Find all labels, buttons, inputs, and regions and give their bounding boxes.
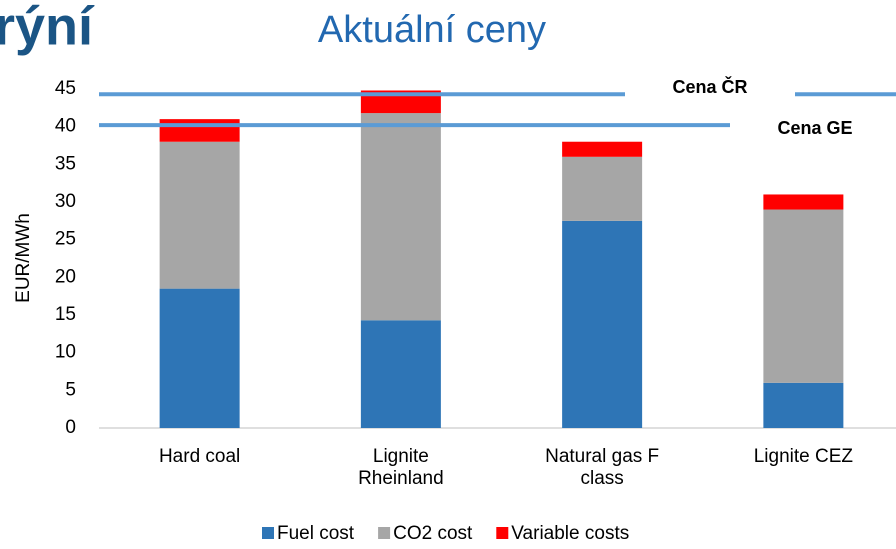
chart-title: Aktuální ceny	[318, 9, 546, 51]
legend-swatch	[262, 527, 274, 539]
bar-segment	[562, 141, 643, 157]
bar-segment	[562, 220, 643, 428]
y-tick-label: 10	[55, 342, 76, 363]
y-axis-label: EUR/MWh	[13, 213, 34, 303]
legend-label: Variable costs	[511, 523, 629, 544]
y-tick-label: 0	[65, 417, 76, 438]
bar-segment	[360, 113, 441, 321]
y-tick-label: 40	[55, 116, 76, 137]
y-tick-label: 25	[55, 229, 76, 250]
legend-label: Fuel cost	[277, 523, 355, 544]
x-tick-label: Lignite CEZ	[753, 446, 854, 467]
legend-swatch	[496, 527, 509, 539]
reference-label: Cena GE	[777, 118, 852, 138]
reference-label-bg	[625, 80, 795, 109]
bar-segment	[763, 382, 844, 428]
reference-label-bg	[730, 111, 896, 140]
bar-segment	[159, 141, 240, 289]
y-tick-label: 30	[55, 191, 76, 212]
bar-segment	[159, 288, 240, 428]
reference-label: Cena ČR	[672, 76, 747, 97]
bar-segment	[562, 156, 643, 221]
bar-segment	[763, 209, 844, 383]
x-tick-label: Hard coal	[158, 446, 241, 467]
bar-segment	[763, 194, 844, 210]
y-tick-label: 5	[65, 379, 76, 400]
bar-segment	[159, 119, 240, 142]
header-fragment: rýní	[0, 0, 95, 56]
legend-label: CO2 cost	[393, 523, 473, 544]
bar-segment	[360, 320, 441, 428]
y-tick-label: 45	[55, 78, 76, 99]
x-tick-label: Lignite Rheinland	[358, 446, 444, 489]
y-tick-label: 20	[55, 266, 76, 287]
y-tick-label: 35	[55, 153, 76, 174]
y-tick-label: 15	[55, 304, 76, 325]
legend-swatch	[378, 527, 391, 539]
x-tick-label: Natural gas F class	[545, 446, 660, 489]
